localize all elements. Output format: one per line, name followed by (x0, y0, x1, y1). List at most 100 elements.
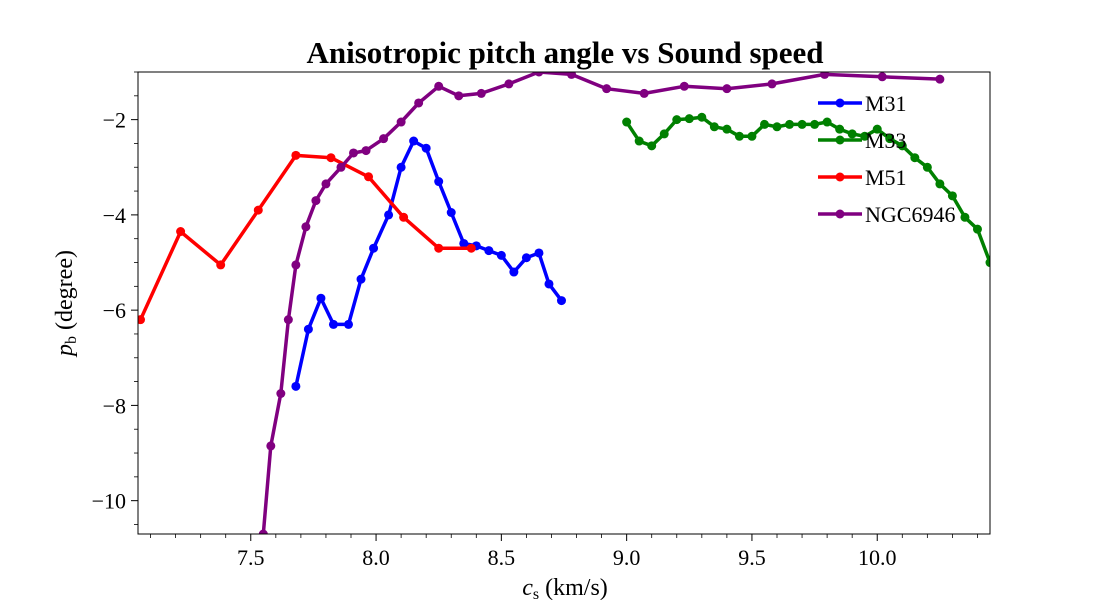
data-point-m33 (684, 114, 694, 124)
data-point-m33 (885, 134, 895, 144)
data-point-ngc6946 (534, 72, 544, 77)
data-point-m31 (328, 319, 338, 329)
data-point-ngc6946 (877, 72, 887, 82)
data-point-m31 (396, 162, 406, 172)
data-point-ngc6946 (767, 79, 777, 89)
data-point-m33 (922, 162, 932, 172)
data-point-m33 (810, 119, 820, 129)
legend-item-ngc6946: NGC6946 (818, 202, 955, 227)
x-axis: 7.5 8.0 8.5 9.0 9.5 10.0 (150, 534, 978, 570)
data-point-m33 (897, 141, 907, 151)
series-m31 (291, 136, 566, 391)
data-point-ngc6946 (414, 98, 424, 108)
series-line-m31 (294, 139, 563, 387)
legend-item-m51: M51 (818, 165, 907, 190)
y-tick-label: −10 (92, 489, 126, 514)
plot-frame (137, 71, 991, 535)
data-point-ngc6946 (301, 222, 311, 232)
data-point-m33 (772, 122, 782, 132)
y-tick-label: −4 (103, 203, 126, 228)
data-point-ngc6946 (321, 179, 331, 189)
data-point-m33 (785, 119, 795, 129)
series-line-ngc6946 (261, 72, 940, 534)
data-point-ngc6946 (336, 162, 346, 172)
x-tick-label: 9.0 (613, 545, 641, 570)
data-point-m51 (399, 212, 409, 222)
data-point-m33 (709, 122, 719, 132)
data-point-m51 (216, 260, 226, 270)
data-point-m33 (860, 131, 870, 141)
data-point-m51 (138, 315, 146, 325)
data-point-m33 (822, 117, 832, 127)
data-point-ngc6946 (679, 81, 689, 91)
y-tick-label: −6 (103, 298, 126, 323)
data-point-m31 (459, 238, 469, 248)
data-point-m31 (534, 248, 544, 258)
data-point-m31 (544, 279, 554, 289)
data-point-ngc6946 (567, 72, 577, 79)
data-point-m51 (434, 243, 444, 253)
data-point-m33 (960, 212, 970, 222)
data-point-m31 (421, 143, 431, 153)
x-tick-label: 7.5 (237, 545, 265, 570)
data-point-m33 (722, 124, 732, 134)
data-point-ngc6946 (722, 84, 732, 94)
data-point-m33 (847, 129, 857, 139)
data-point-ngc6946 (454, 91, 464, 101)
data-point-ngc6946 (476, 88, 486, 98)
data-point-m31 (556, 296, 566, 306)
data-point-ngc6946 (276, 388, 286, 398)
data-point-m33 (872, 124, 882, 134)
legend-marker (835, 135, 845, 145)
y-axis: −10 −8 −6 −4 −2 (92, 71, 138, 525)
data-point-m31 (484, 246, 494, 256)
legend-label: M51 (865, 165, 907, 190)
data-point-m51 (253, 205, 263, 215)
series-ngc6946 (258, 72, 945, 534)
legend-marker (835, 98, 845, 108)
data-point-ngc6946 (396, 117, 406, 127)
data-point-ngc6946 (266, 441, 276, 451)
data-point-ngc6946 (283, 315, 293, 325)
x-tick-label: 10.0 (858, 545, 897, 570)
data-point-ngc6946 (434, 81, 444, 91)
data-point-m33 (797, 119, 807, 129)
data-point-m33 (935, 179, 945, 189)
series-line-m33 (625, 115, 990, 264)
x-tick-label: 9.5 (738, 545, 766, 570)
data-point-m33 (647, 141, 657, 151)
plot-area (137, 71, 991, 535)
data-point-m33 (835, 124, 845, 134)
data-point-m51 (326, 153, 336, 163)
data-point-m33 (734, 131, 744, 141)
data-point-m31 (409, 136, 419, 146)
chart-title: Anisotropic pitch angle vs Sound speed (306, 35, 823, 70)
data-point-m33 (634, 136, 644, 146)
data-point-m33 (985, 258, 990, 268)
legend-label: M33 (865, 128, 907, 153)
data-point-m33 (672, 115, 682, 125)
data-point-ngc6946 (311, 196, 321, 206)
legend: M31 M33 M51 NGC6946 (818, 91, 955, 227)
x-axis-label: cs (km/s) (522, 575, 608, 600)
data-point-m31 (384, 210, 394, 220)
data-point-ngc6946 (379, 134, 389, 144)
data-point-ngc6946 (935, 74, 945, 84)
data-point-m51 (176, 227, 186, 237)
data-point-m31 (521, 253, 531, 263)
y-tick-label: −2 (103, 108, 126, 133)
data-point-ngc6946 (349, 148, 359, 158)
series-line-m51 (138, 153, 472, 321)
legend-marker (835, 172, 845, 182)
data-point-m31 (509, 267, 519, 277)
data-point-m31 (369, 243, 379, 253)
x-tick-label: 8.0 (362, 545, 390, 570)
data-point-m33 (659, 129, 669, 139)
y-tick-label: −8 (103, 393, 126, 418)
data-point-m31 (291, 381, 301, 391)
data-point-m33 (759, 119, 769, 129)
data-point-m51 (466, 243, 476, 253)
legend-marker (835, 209, 845, 219)
legend-item-m33: M33 (818, 128, 907, 153)
